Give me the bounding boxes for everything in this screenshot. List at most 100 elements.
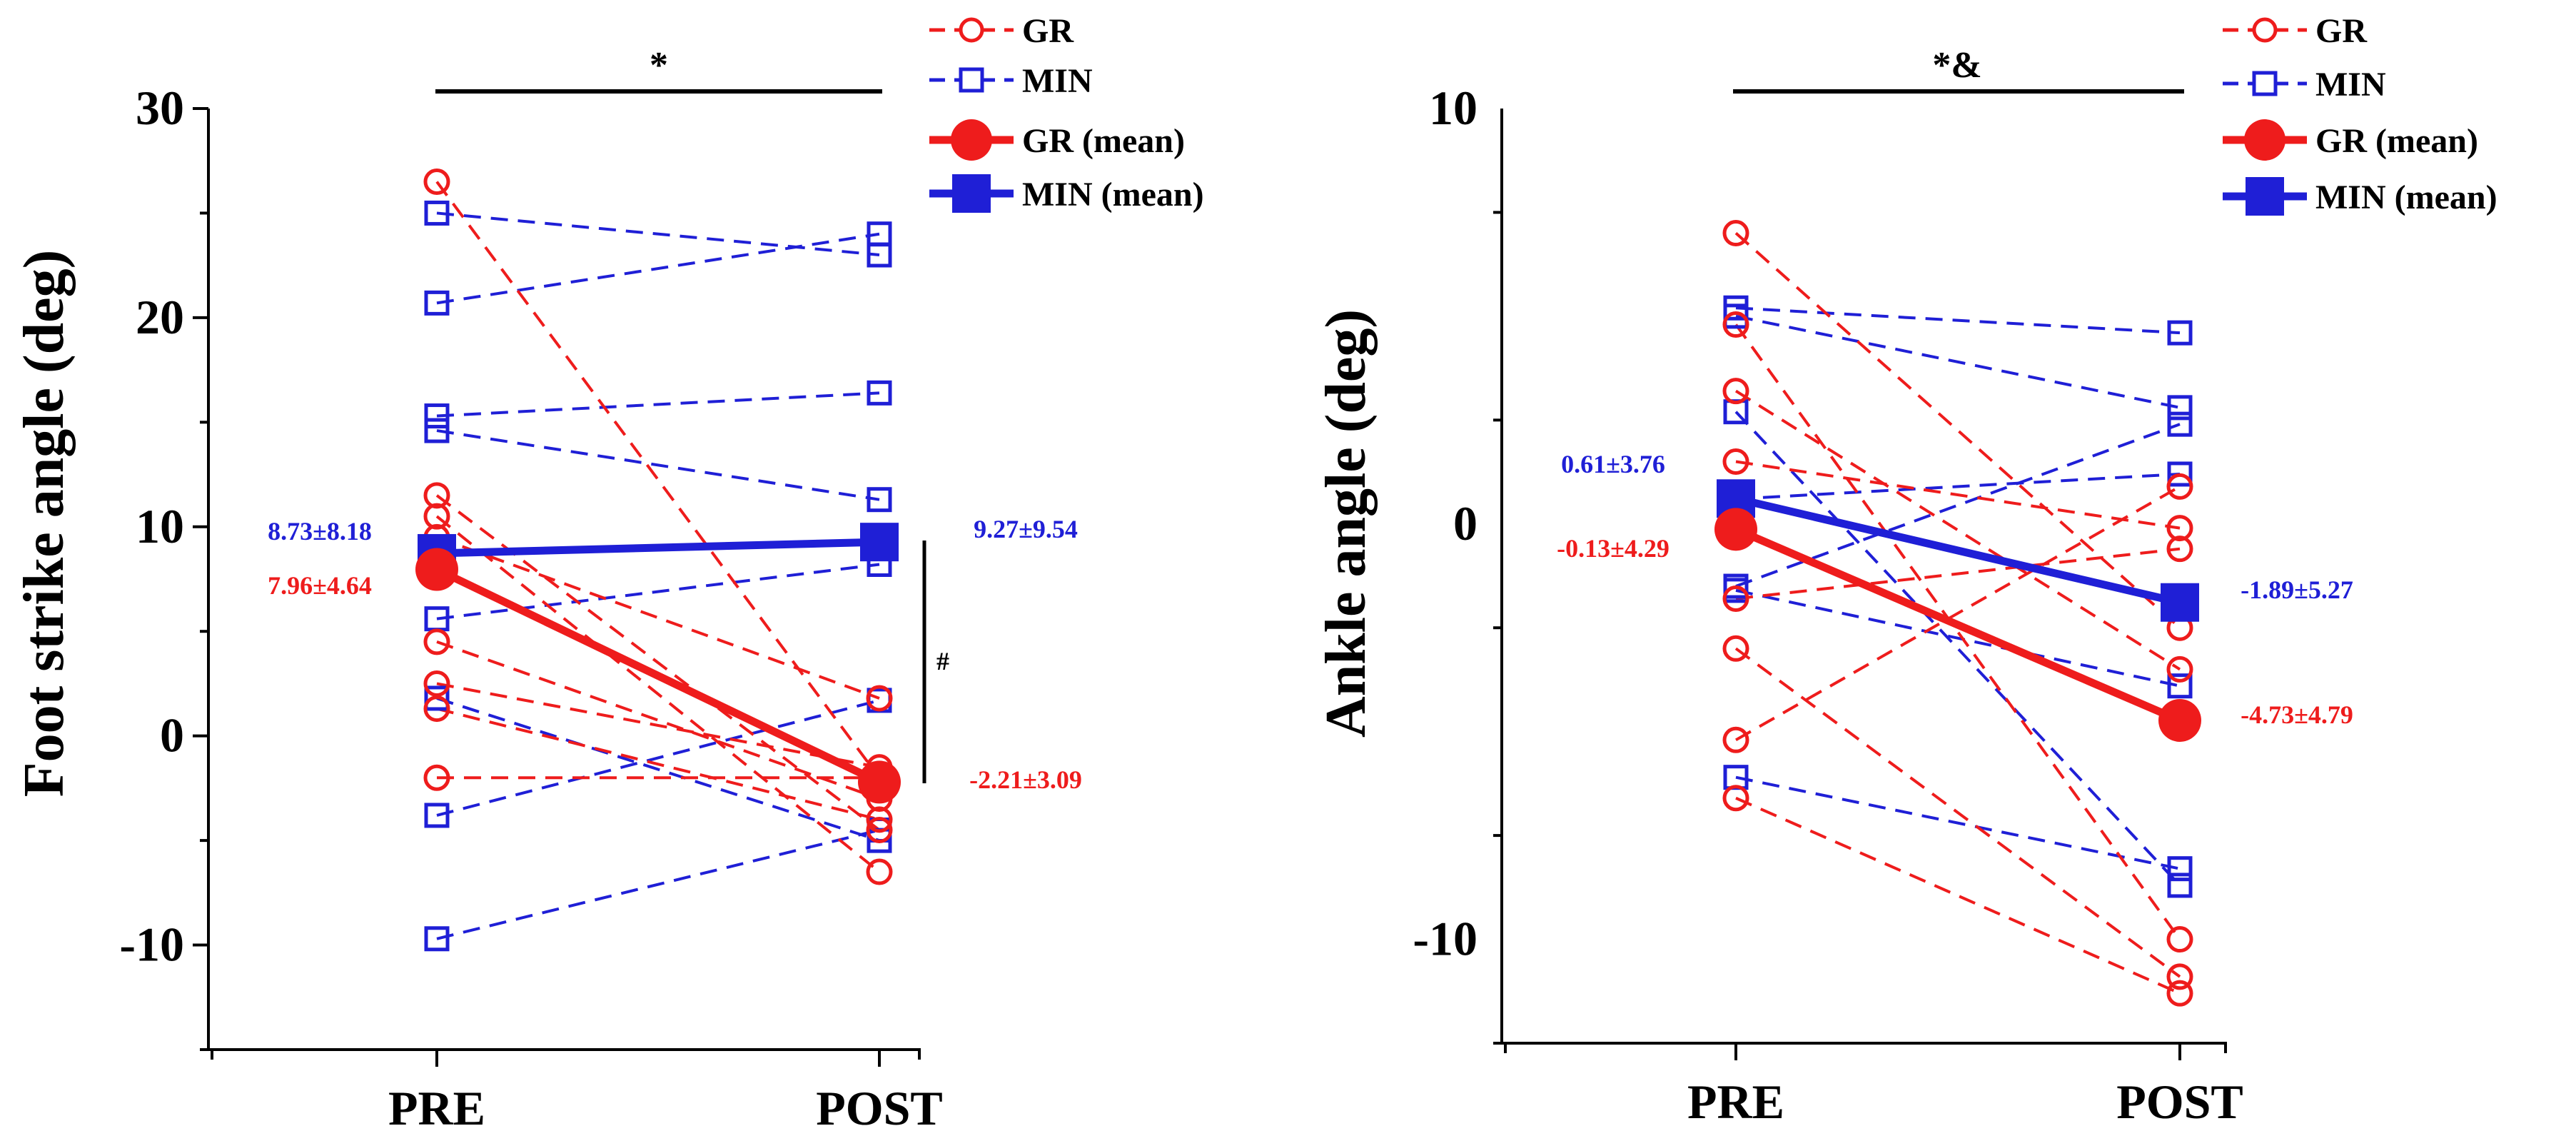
y-axis-label: Foot strike angle (deg) <box>13 250 76 798</box>
gr-individual-line <box>436 640 880 800</box>
gr-individual-marker <box>2166 980 2193 1007</box>
gr-individual-marker <box>866 816 893 843</box>
min-individual-marker <box>2167 856 2193 882</box>
min-individual-marker <box>2167 673 2193 699</box>
gr-mean-marker <box>1714 508 1757 551</box>
y-tick-label: 0 <box>160 708 184 763</box>
mean-label-min-pre: 0.61±3.76 <box>1561 450 1665 478</box>
legend-min-mean-marker <box>952 174 991 213</box>
plot-area: -10 0 10 20 30 PRE POST 8.73±8.18 7.96±4.64 9.27±… <box>119 45 1082 1135</box>
legend-min-mean-label: MIN (mean) <box>2315 179 2497 216</box>
min-individual-line <box>436 698 880 817</box>
legend: GR MIN GR (mean) MIN (mean) <box>2223 12 2497 216</box>
min-individual-marker <box>2167 411 2193 437</box>
gr-mean-line <box>1734 526 2182 725</box>
min-individual-marker <box>424 685 450 711</box>
legend-gr-mean-marker <box>2244 119 2285 161</box>
min-individual-line <box>436 563 880 620</box>
y-tick-label: 10 <box>1429 81 1478 135</box>
min-individual-marker <box>2167 395 2193 421</box>
gr-individual-marker <box>1722 635 1749 662</box>
legend-min-marker <box>2252 71 2278 96</box>
min-individual-marker <box>867 380 892 406</box>
gr-individual-marker <box>2166 536 2193 563</box>
gr-individual-marker <box>1722 378 1749 405</box>
min-mean-marker <box>860 523 899 562</box>
gr-individual-line <box>1735 547 2181 600</box>
min-individual-line <box>1735 314 2181 409</box>
gr-individual-marker <box>423 628 450 655</box>
legend-gr-mean-label: GR (mean) <box>1022 122 1185 160</box>
mean-label-gr-pre: -0.13±4.29 <box>1557 534 1670 563</box>
ankle-angle-chart: Ankle angle (deg) -10 0 10 PRE POST 0.61±3.76… <box>1315 12 2497 1129</box>
min-individual-line <box>436 211 880 257</box>
y-tick-label: -10 <box>1413 912 1478 966</box>
gr-individual-marker <box>866 806 893 833</box>
min-individual-marker <box>424 200 450 226</box>
gr-individual-marker <box>1722 220 1749 247</box>
gr-individual-line <box>1735 796 2181 995</box>
min-individual-line <box>436 429 880 501</box>
min-mean-line <box>436 538 880 558</box>
gr-individual-marker <box>2166 926 2193 953</box>
y-tick-label: -10 <box>119 918 184 972</box>
min-individual-line <box>1735 306 2181 335</box>
mean-label-gr-post: -4.73±4.79 <box>2241 700 2353 729</box>
x-tick-label: POST <box>2116 1075 2243 1129</box>
gr-individual-line <box>1734 232 2181 629</box>
significance-marker: * <box>650 45 668 86</box>
gr-individual-line <box>1735 485 2181 742</box>
gr-individual-marker <box>423 482 450 509</box>
min-individual-marker <box>867 487 892 513</box>
gr-individual-marker <box>1722 448 1749 476</box>
legend-min-mean-marker <box>2246 177 2284 216</box>
x-tick-label: PRE <box>388 1081 485 1135</box>
min-individual-line <box>1735 423 2181 588</box>
mean-label-min-pre: 8.73±8.18 <box>268 517 372 546</box>
min-individual-marker <box>424 418 450 443</box>
gr-individual-marker <box>1722 785 1749 812</box>
min-individual-line <box>436 391 880 418</box>
min-individual-line <box>1735 775 2181 870</box>
min-individual-line <box>1735 472 2181 501</box>
mean-label-gr-post: -2.21±3.09 <box>969 765 1082 794</box>
min-individual-line <box>436 828 880 940</box>
mean-label-min-post: 9.27±9.54 <box>974 515 1078 543</box>
gr-individual-line <box>1735 460 2181 530</box>
min-mean-line <box>1734 494 2181 607</box>
min-individual-marker <box>2167 461 2193 487</box>
gr-individual-line <box>1734 647 2181 978</box>
gr-individual-marker <box>2166 473 2193 500</box>
gr-mean-line <box>435 566 882 786</box>
gr-mean-marker <box>858 760 901 804</box>
legend: GR MIN GR (mean) MIN (mean) <box>929 12 1204 213</box>
gr-individual-marker <box>2166 655 2193 683</box>
gr-individual-line <box>435 515 881 873</box>
min-individual-marker <box>867 221 892 247</box>
gr-individual-marker <box>2166 515 2193 542</box>
legend-min-mean-label: MIN (mean) <box>1022 176 1204 213</box>
gr-individual-marker <box>423 764 450 791</box>
legend-gr-label: GR <box>1022 12 1074 50</box>
gr-individual-marker <box>423 670 450 697</box>
gr-individual-marker <box>423 503 450 530</box>
min-mean-marker <box>2161 583 2199 622</box>
legend-gr-mean-marker <box>951 119 992 161</box>
gr-individual-marker <box>1722 311 1749 338</box>
legend-gr-label: GR <box>2315 12 2368 50</box>
side-significance-marker: # <box>936 647 949 675</box>
plot-area: -10 0 10 PRE POST 0.61±3.76 -0.13±4.29 -1.89±5.… <box>1413 45 2353 1129</box>
min-individual-marker <box>424 403 450 429</box>
y-tick-label: 0 <box>1453 496 1478 551</box>
min-individual-marker <box>424 290 450 316</box>
min-individual-marker <box>424 926 450 952</box>
min-individual-marker <box>2167 873 2193 898</box>
gr-individual-line <box>436 536 880 700</box>
y-tick-label: 30 <box>136 81 184 135</box>
y-tick-label: 20 <box>136 290 184 344</box>
gr-mean-marker <box>2158 698 2201 742</box>
gr-individual-marker <box>866 858 893 885</box>
gr-mean-marker <box>415 548 458 591</box>
x-tick-label: POST <box>816 1081 943 1135</box>
